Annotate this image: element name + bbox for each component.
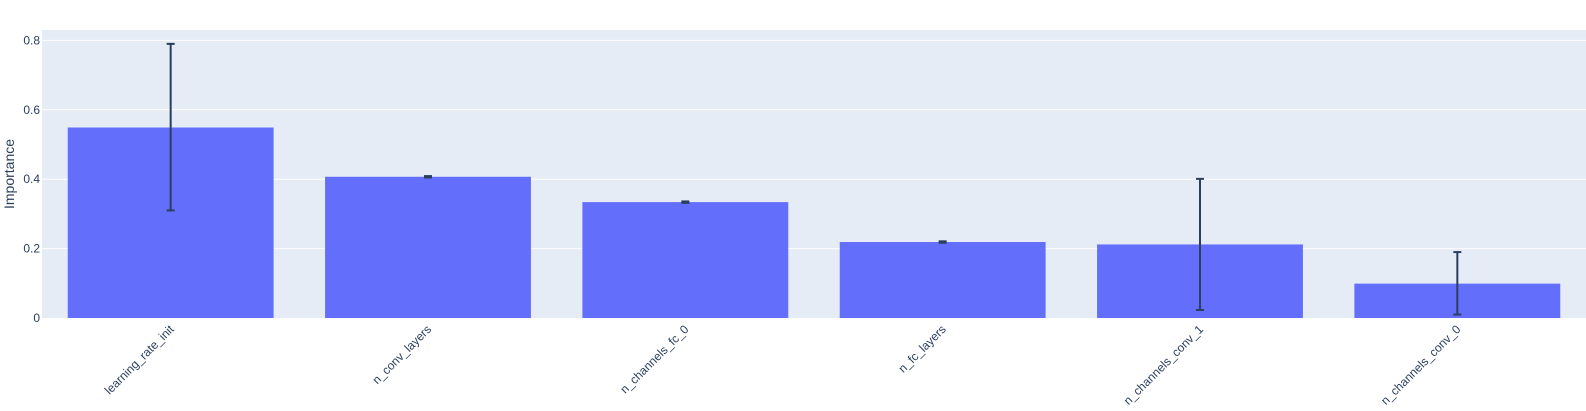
x-tick-labels: learning_rate_init n_conv_layers n_channel… bbox=[102, 322, 1464, 408]
x-tick-label: n_fc_layers bbox=[895, 322, 948, 375]
error-bars bbox=[166, 42, 1462, 316]
error-bar-n_channels_fc_0 bbox=[681, 200, 690, 204]
error-bar-n_channels_conv_1 bbox=[1196, 177, 1204, 312]
y-tick-label: 0.8 bbox=[23, 33, 40, 47]
bars bbox=[67, 127, 1561, 318]
y-tick-labels: 0 0.2 0.4 0.6 0.8 bbox=[23, 33, 40, 325]
error-bar-learning_rate_init bbox=[166, 42, 175, 212]
error-bar-n_conv_layers bbox=[424, 175, 432, 179]
bar-n_conv_layers bbox=[325, 176, 531, 318]
y-axis-title: Importance bbox=[1, 139, 17, 209]
x-tick-label: n_conv_layers bbox=[369, 322, 434, 387]
bar-n_fc_layers bbox=[839, 242, 1046, 318]
bar-n_channels_fc_0 bbox=[582, 202, 789, 318]
x-tick-label: learning_rate_init bbox=[102, 322, 177, 397]
gridlines bbox=[42, 39, 1586, 250]
y-tick-label: 0 bbox=[33, 311, 40, 325]
x-tick-label: n_channels_conv_1 bbox=[1121, 322, 1207, 408]
error-bar-n_channels_conv_0 bbox=[1453, 251, 1462, 316]
y-tick-label: 0.2 bbox=[23, 242, 40, 256]
plot-background bbox=[42, 30, 1586, 318]
y-tick-label: 0.6 bbox=[23, 103, 40, 117]
x-tick-label: n_channels_fc_0 bbox=[617, 322, 691, 396]
x-tick-label: n_channels_conv_0 bbox=[1378, 322, 1464, 408]
error-bar-n_fc_layers bbox=[938, 240, 947, 244]
y-tick-label: 0.4 bbox=[23, 172, 40, 186]
